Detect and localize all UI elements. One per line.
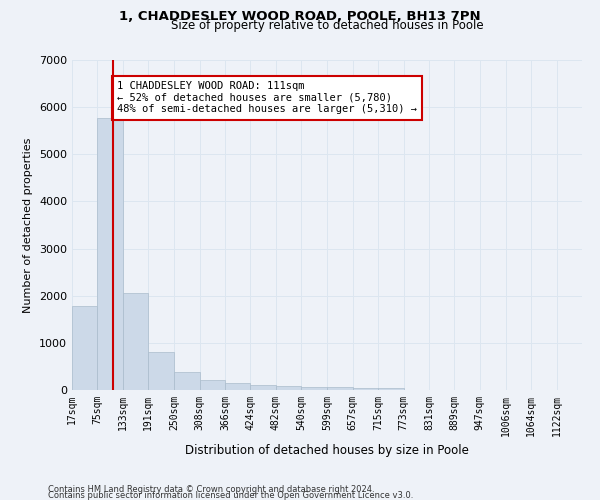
Bar [327,388,353,390]
Y-axis label: Number of detached properties: Number of detached properties [23,138,34,312]
Bar [97,118,123,390]
Text: Contains public sector information licensed under the Open Government Licence v3: Contains public sector information licen… [48,490,413,500]
Bar [123,293,148,390]
Bar [72,306,97,390]
Bar [200,380,225,390]
X-axis label: Distribution of detached houses by size in Poole: Distribution of detached houses by size … [185,444,469,458]
Bar [250,386,276,390]
Bar [353,388,378,390]
Bar [301,387,327,390]
Text: Contains HM Land Registry data © Crown copyright and database right 2024.: Contains HM Land Registry data © Crown c… [48,484,374,494]
Text: 1, CHADDESLEY WOOD ROAD, POOLE, BH13 7PN: 1, CHADDESLEY WOOD ROAD, POOLE, BH13 7PN [119,10,481,23]
Bar [148,352,174,390]
Text: 1 CHADDESLEY WOOD ROAD: 111sqm
← 52% of detached houses are smaller (5,780)
48% : 1 CHADDESLEY WOOD ROAD: 111sqm ← 52% of … [117,81,417,114]
Title: Size of property relative to detached houses in Poole: Size of property relative to detached ho… [170,20,484,32]
Bar [225,383,250,390]
Bar [174,372,200,390]
Bar [276,386,301,390]
Bar [378,388,404,390]
